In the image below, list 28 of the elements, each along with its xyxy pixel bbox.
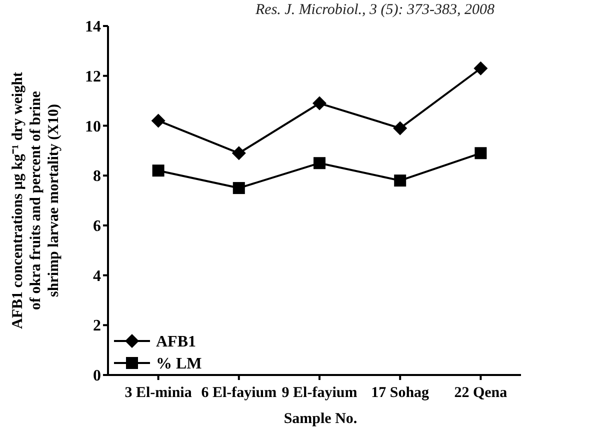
point bbox=[151, 114, 166, 128]
point bbox=[474, 147, 487, 160]
y-tick-label: 10 bbox=[85, 118, 101, 136]
y-tick-label: 8 bbox=[93, 168, 101, 186]
legend-label: % LM bbox=[156, 356, 202, 373]
x-tick-label: 6 El-fayium bbox=[201, 385, 278, 401]
point bbox=[474, 61, 488, 76]
point bbox=[394, 174, 406, 187]
point bbox=[232, 182, 245, 194]
legend-label: AFB1 bbox=[156, 334, 196, 351]
text: Res. J. Microbiol., 3 (5): 373-383, 2008 bbox=[254, 2, 495, 18]
y-tick-label: 2 bbox=[93, 318, 101, 335]
point bbox=[314, 157, 326, 170]
y-tick-label: 14 bbox=[85, 18, 101, 36]
y-tick-label: 12 bbox=[85, 68, 101, 86]
x-tick-label: 9 El-fayium bbox=[282, 385, 358, 401]
point bbox=[312, 96, 326, 110]
y-tick-label: 0 bbox=[93, 368, 101, 385]
point bbox=[152, 164, 164, 177]
x-axis-title: Sample No. bbox=[284, 411, 358, 427]
point bbox=[393, 121, 408, 136]
point bbox=[232, 146, 246, 160]
y-axis-title: AFB1 concentrations µg kg⁻¹ dry weight of okra fruits and percent of brine shrimp larvae mortality (X10) bbox=[10, 72, 62, 329]
x-tick-label: 3 El-minia bbox=[124, 385, 192, 401]
y-tick-label: 6 bbox=[93, 218, 101, 236]
y-tick-label: 4 bbox=[93, 268, 101, 285]
x-tick-label: 22 Qena bbox=[454, 385, 508, 401]
x-tick-label: 17 Sohag bbox=[371, 385, 430, 401]
